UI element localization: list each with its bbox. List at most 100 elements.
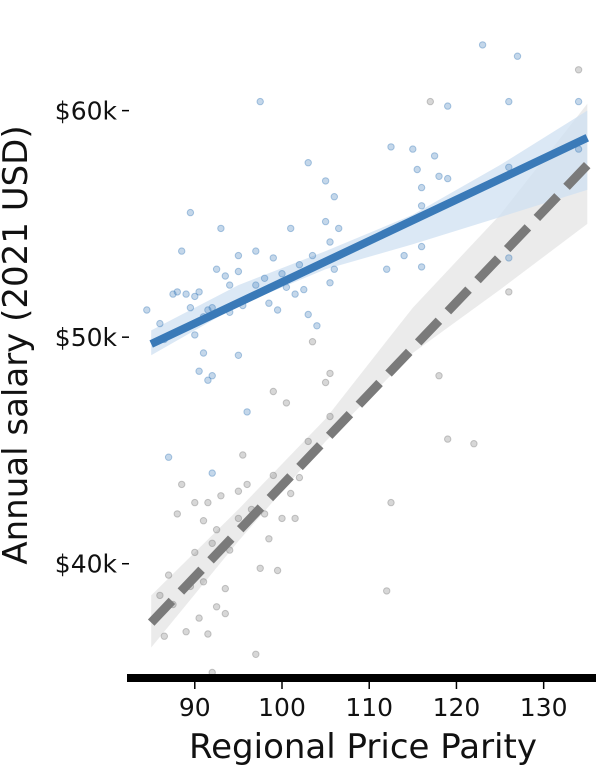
series-1-point <box>243 408 251 416</box>
series-2-point <box>256 564 264 572</box>
series-1-point <box>321 177 330 185</box>
series-1-point <box>291 290 299 298</box>
series-1-point <box>444 102 452 110</box>
series-1-point <box>164 453 173 461</box>
series-1-point <box>191 331 199 339</box>
series-1-point <box>204 376 212 384</box>
series-1-point <box>300 285 308 294</box>
series-1-point <box>252 247 260 255</box>
x-tick-label: 130 <box>520 693 568 722</box>
series-1-point <box>326 238 334 246</box>
series-1-point <box>212 265 221 273</box>
series-1-point <box>256 97 264 106</box>
series-2-trend-line <box>147 161 591 626</box>
series-1-point <box>186 208 195 217</box>
series-2-point <box>269 471 277 480</box>
series-2-point <box>435 372 443 380</box>
series-2-point <box>243 480 251 489</box>
series-2-point <box>204 630 212 638</box>
series-1-point <box>321 217 330 226</box>
series-1-point <box>217 224 225 233</box>
series-2-point <box>156 591 164 600</box>
series-2-point <box>191 498 199 507</box>
series-1-point <box>260 274 269 282</box>
series-1-point <box>234 251 243 260</box>
series-1-point <box>417 183 426 192</box>
y-tick-label: $60k <box>55 97 118 126</box>
x-tick-label: 110 <box>345 693 393 722</box>
series-1-point <box>574 97 583 106</box>
series-1-point <box>413 165 421 174</box>
series-2-point <box>182 628 190 636</box>
series-1-point <box>308 251 317 260</box>
y-axis-label: Annual salary (2021 USD) <box>0 125 36 564</box>
series-1-point <box>221 272 230 280</box>
series-1-point <box>191 292 199 301</box>
series-1-point <box>182 290 190 298</box>
series-2-point <box>278 514 286 523</box>
series-2-point <box>204 498 212 507</box>
x-tick-label: 100 <box>258 693 306 722</box>
series-1-point <box>505 254 513 262</box>
series-2-point <box>387 498 395 507</box>
y-tick-label: $50k <box>55 323 118 352</box>
scatter-points <box>143 41 583 677</box>
series-2-point <box>505 288 513 296</box>
series-1-point <box>278 270 286 278</box>
series-1-point <box>208 469 216 477</box>
series-2-point <box>239 451 247 459</box>
series-1-point <box>430 152 439 160</box>
series-2-point <box>252 650 260 658</box>
series-2-point <box>282 399 291 407</box>
series-1-point <box>195 288 203 296</box>
series-1-point <box>269 254 277 262</box>
series-1-point <box>387 143 395 151</box>
series-1-point <box>400 251 408 260</box>
series-1-point <box>265 299 273 307</box>
series-1-point <box>208 372 216 380</box>
series-1-point <box>143 306 151 314</box>
series-2-point <box>212 603 221 611</box>
x-tick-label: 120 <box>433 693 481 722</box>
series-2-point <box>273 566 282 575</box>
series-1-point <box>178 247 186 255</box>
series-1-point <box>195 367 203 375</box>
series-2-point <box>304 437 312 446</box>
series-1-point <box>383 265 391 273</box>
series-2-point <box>199 578 208 586</box>
series-1-point <box>304 159 312 167</box>
series-2-point <box>160 632 169 640</box>
series-1-point <box>295 261 304 269</box>
series-1-point <box>304 310 312 319</box>
series-1-point <box>169 290 177 298</box>
series-2-point <box>212 526 221 534</box>
x-axis-label: Regional Price Parity <box>189 727 537 766</box>
series-1-point <box>186 304 195 312</box>
series-1-trend-line <box>149 134 590 348</box>
series-1-point <box>330 193 338 201</box>
series-1-point <box>335 224 343 233</box>
confidence-bands <box>151 103 588 648</box>
series-2-point <box>234 514 243 523</box>
series-1-point <box>287 224 295 233</box>
series-1-point <box>226 281 234 289</box>
series-1-point <box>505 97 513 106</box>
series-2-point <box>574 66 583 74</box>
series-1-point <box>313 322 321 330</box>
trend-lines <box>147 134 591 626</box>
series-2-point <box>426 97 434 106</box>
series-1-point <box>330 265 338 273</box>
series-2-point <box>234 487 243 495</box>
series-2-point <box>208 539 216 547</box>
series-2-point <box>326 369 334 378</box>
series-1-point <box>199 349 208 357</box>
axes: 90 100 110 120 130 $40k $50k $60k <box>55 97 596 722</box>
series-1-point <box>444 174 452 183</box>
series-2-point <box>217 492 225 500</box>
series-1-point <box>326 279 334 287</box>
series-1-point <box>273 306 282 314</box>
series-1-point <box>417 242 426 251</box>
series-2-point <box>291 514 299 523</box>
